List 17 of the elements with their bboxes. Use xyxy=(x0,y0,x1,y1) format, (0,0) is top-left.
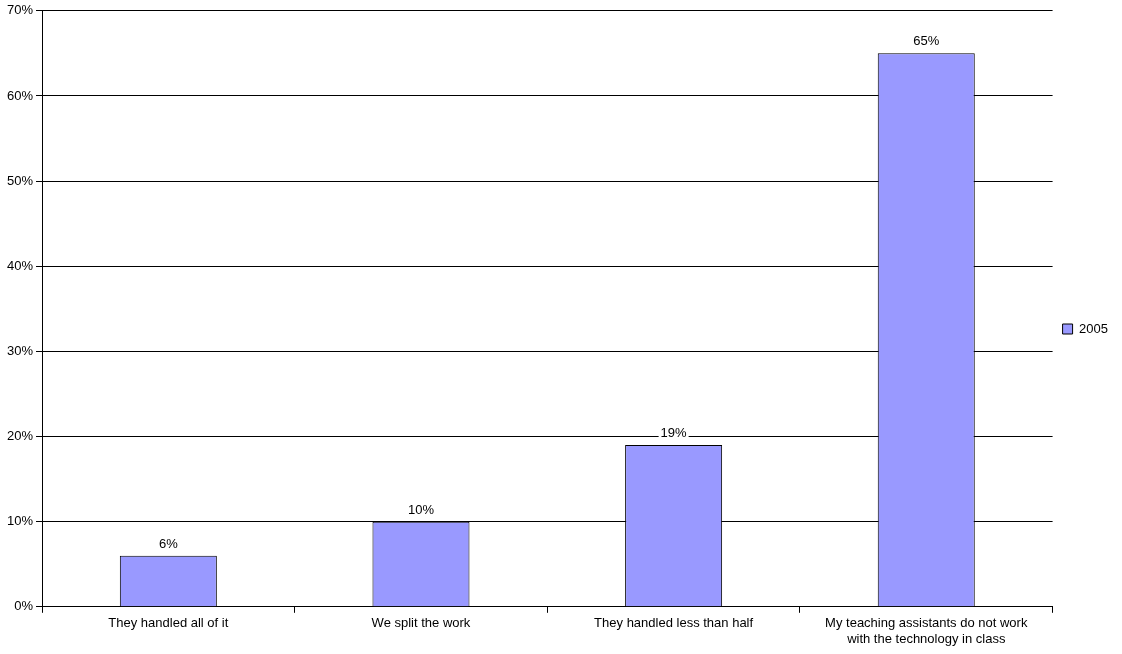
data-label: 6% xyxy=(158,535,179,551)
x-tick-label: We split the work xyxy=(371,615,471,631)
data-label: 19% xyxy=(660,425,688,441)
y-tick-label: 40% xyxy=(6,257,34,273)
y-tick-label: 20% xyxy=(6,428,34,444)
y-tick-label: 70% xyxy=(6,2,34,18)
x-tick-label: They handled less than half xyxy=(594,615,754,631)
legend-label: 2005 xyxy=(1079,320,1108,336)
data-label: 10% xyxy=(407,501,435,517)
y-tick-label: 0% xyxy=(14,598,34,614)
data-label: 65% xyxy=(913,33,940,49)
y-tick-label: 30% xyxy=(6,342,34,358)
y-tick-label: 10% xyxy=(6,513,34,529)
x-tick-label: They handled all of it xyxy=(108,615,229,631)
x-tick-label: My teaching assistants do not work with the technology in class xyxy=(825,615,1028,646)
y-tick-label: 50% xyxy=(6,172,34,188)
y-tick-label: 60% xyxy=(6,87,34,103)
